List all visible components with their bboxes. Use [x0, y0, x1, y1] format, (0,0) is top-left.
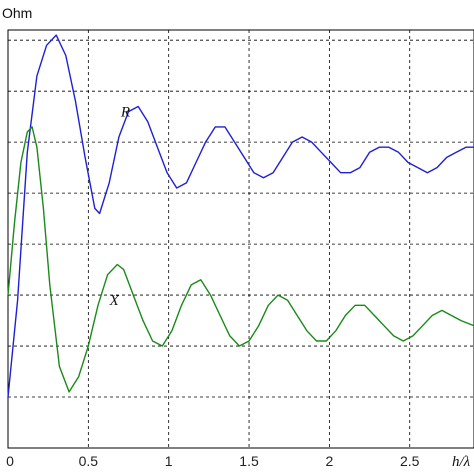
- x-tick-label: 0: [6, 453, 14, 469]
- grid-lines: [8, 30, 474, 448]
- series-line-r: [7, 34, 474, 398]
- x-tick-label: 1.5: [239, 453, 259, 469]
- series-lines: [7, 34, 474, 398]
- series-annotation-r: R: [120, 105, 130, 121]
- x-tick-label: 0.5: [79, 453, 99, 469]
- series-line-x: [7, 126, 474, 393]
- plot-frame: [7, 29, 474, 449]
- x-tick-label: 2: [325, 453, 333, 469]
- x-axis-label: h/λ: [452, 454, 471, 470]
- series-annotations: RX: [109, 105, 130, 310]
- y-axis-label: Ohm: [2, 5, 32, 21]
- series-annotation-x: X: [109, 293, 120, 309]
- x-tick-label: 1: [165, 453, 173, 469]
- x-tick-label: 2.5: [400, 453, 420, 469]
- x-tick-labels: 0 0.5 1 1.5 2 2.5: [6, 453, 420, 469]
